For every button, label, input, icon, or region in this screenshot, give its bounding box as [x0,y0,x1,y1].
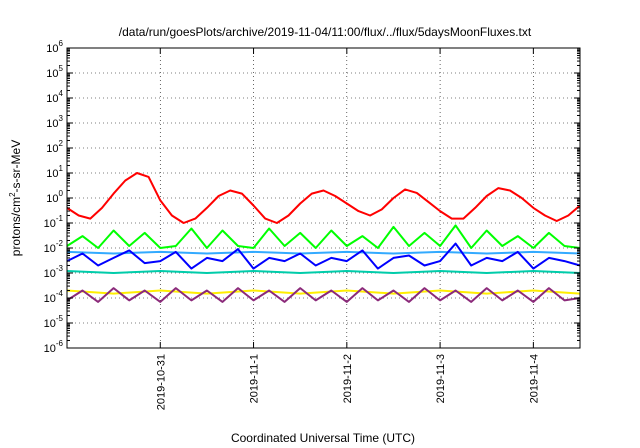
y-tick-label: 10-4 [44,289,64,305]
y-tick-label: 106 [46,39,63,55]
chart-title: /data/run/goesPlots/archive/2019-11-04/1… [119,25,532,39]
y-tick-label: 102 [46,139,63,155]
y-tick-label: 10-6 [44,339,64,355]
series-line-2 [66,224,581,249]
y-tick-label: 10-3 [44,264,64,280]
x-tick-label: 2019-11-4 [528,354,540,403]
y-axis: 10-6 10-5 10-4 10-3 10-2 10-1 100 101 102 103 104 1… [44,39,580,355]
series-line-5 [66,270,581,274]
y-tick-label: 10-1 [44,214,64,230]
x-tick-label: 2019-11-2 [342,354,354,403]
y-tick-label: 104 [46,89,63,105]
y-tick-label: 101 [46,164,63,180]
x-tick-label: 2019-11-1 [249,354,261,403]
series-line-3 [66,250,581,255]
y-axis-label: protons/cm2-s-sr-MeV [8,140,23,256]
y-tick-label: 105 [46,64,63,80]
series-line-7 [66,287,581,303]
x-axis: 2019-10-31 2019-11-1 2019-11-2 2019-11-3 201… [155,48,540,410]
series-line-4 [66,242,581,270]
y-tick-label: 100 [46,189,63,205]
series-layer [66,172,581,303]
series-line-1 [66,172,581,224]
x-tick-label: 2019-11-3 [435,354,447,403]
x-axis-label: Coordinated Universal Time (UTC) [231,431,415,445]
y-tick-label: 10-2 [44,239,64,255]
y-tick-label: 10-5 [44,314,64,330]
grid-lines [67,48,580,348]
y-tick-label: 103 [46,114,63,130]
x-tick-label: 2019-10-31 [155,354,167,410]
